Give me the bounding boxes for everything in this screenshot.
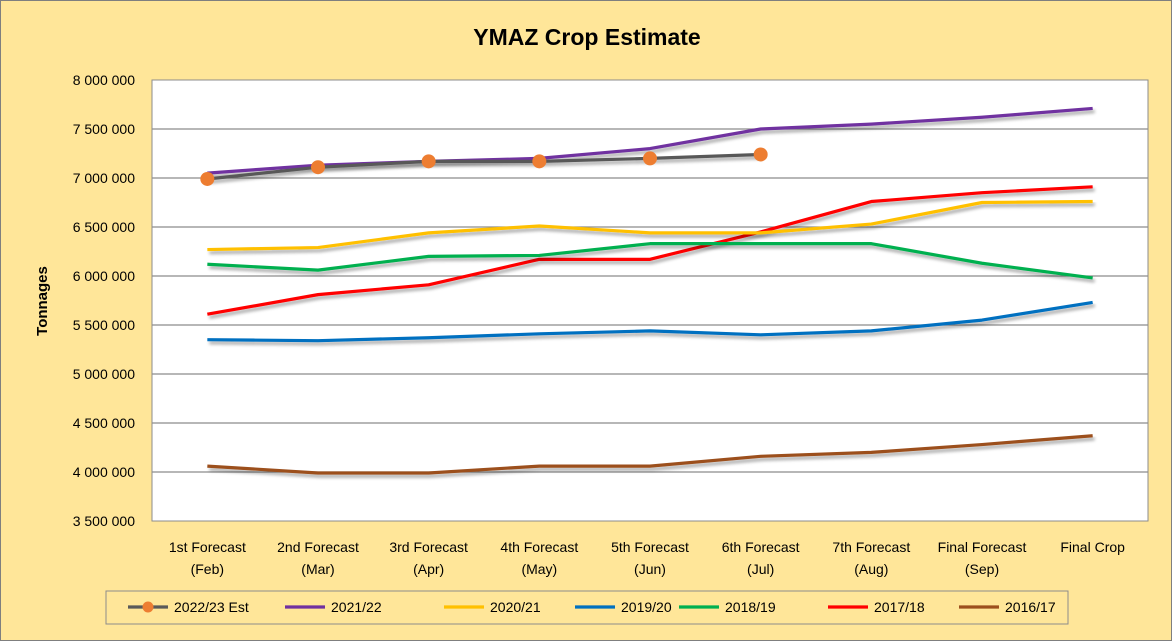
x-tick-label: (Sep) [965, 561, 999, 577]
y-tick-label: 5 500 000 [73, 317, 135, 333]
data-point-marker [532, 154, 547, 169]
x-tick-label: Final Crop [1060, 539, 1125, 555]
x-tick-label: (Mar) [301, 561, 334, 577]
x-tick-label: (May) [521, 561, 557, 577]
x-tick-label: 1st Forecast [169, 539, 246, 555]
data-point-marker [200, 171, 215, 186]
legend-label: 2018/19 [725, 599, 776, 615]
series-2022-23-est [200, 147, 768, 186]
plot-area [151, 79, 1149, 522]
legend-item: 2018/19 [679, 599, 776, 615]
y-axis-tick-labels: 3 500 000 4 000 000 4 500 000 5 000 000 5 50… [73, 72, 135, 529]
legend-item: 2020/21 [444, 599, 541, 615]
series-lines [200, 106, 1093, 475]
y-tick-label: 4 000 000 [73, 464, 135, 480]
x-tick-label: Final Forecast [938, 539, 1027, 555]
legend-item: 2021/22 [285, 599, 382, 615]
x-tick-label: 4th Forecast [500, 539, 578, 555]
y-tick-label: 7 500 000 [73, 121, 135, 137]
series-2016-17 [207, 434, 1093, 475]
y-tick-label: 8 000 000 [73, 72, 135, 88]
legend-item: 2017/18 [828, 599, 925, 615]
y-axis-title: Tonnages [34, 266, 51, 336]
x-tick-label: (Apr) [413, 561, 444, 577]
y-tick-label: 4 500 000 [73, 415, 135, 431]
series-2019-20 [207, 300, 1093, 343]
legend-label: 2021/22 [331, 599, 382, 615]
legend-label: 2020/21 [490, 599, 541, 615]
legend-label: 2016/17 [1005, 599, 1056, 615]
y-tick-label: 6 500 000 [73, 219, 135, 235]
x-tick-label: 5th Forecast [611, 539, 689, 555]
series-line [207, 185, 1093, 316]
x-tick-label: 3rd Forecast [389, 539, 468, 555]
y-tick-label: 5 000 000 [73, 366, 135, 382]
legend-label: 2017/18 [874, 599, 925, 615]
legend-marker [142, 601, 154, 613]
series-line [207, 434, 1093, 475]
x-tick-label: 7th Forecast [832, 539, 910, 555]
series-line [207, 152, 761, 181]
x-tick-label: 6th Forecast [722, 539, 800, 555]
x-tick-label: (Feb) [191, 561, 224, 577]
legend-item: 2016/17 [959, 599, 1056, 615]
x-tick-label: (Jul) [747, 561, 774, 577]
data-point-marker [421, 154, 436, 169]
x-axis-tick-labels: 1st Forecast (Feb) 2nd Forecast (Mar) 3rd Fo… [169, 539, 1125, 577]
series-line [207, 300, 1093, 343]
data-point-marker [311, 160, 325, 175]
x-tick-label: (Aug) [854, 561, 888, 577]
legend-item: 2022/23 Est [128, 599, 249, 615]
series-line [207, 242, 1093, 280]
series-2020-21 [207, 199, 1093, 252]
gridlines [152, 128, 1148, 473]
y-tick-label: 6 000 000 [73, 268, 135, 284]
series-2018-19 [207, 242, 1093, 280]
series-line [207, 199, 1093, 252]
x-tick-label: (Jun) [634, 561, 666, 577]
legend-label: 2019/20 [621, 599, 672, 615]
y-tick-label: 3 500 000 [73, 513, 135, 529]
series-2017-18 [207, 185, 1093, 316]
chart-title: YMAZ Crop Estimate [473, 24, 700, 50]
data-point-marker [753, 147, 768, 162]
y-tick-label: 7 000 000 [73, 170, 135, 186]
legend: 2022/23 Est 2021/22 2020/21 2019/20 2018/19 2… [105, 590, 1069, 625]
legend-label: 2022/23 Est [174, 599, 249, 615]
x-tick-label: 2nd Forecast [277, 539, 359, 555]
legend-item: 2019/20 [575, 599, 672, 615]
data-point-marker [643, 151, 657, 166]
